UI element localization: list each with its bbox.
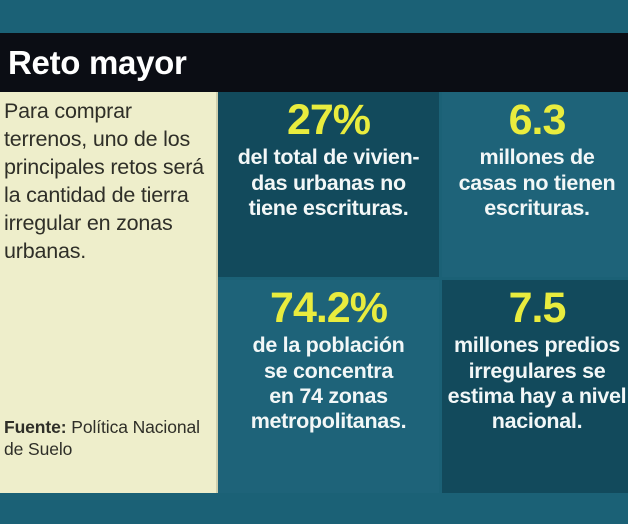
caption-line: en 74 zonas [269,383,388,408]
bottom-teal-strip [0,493,628,524]
page-title: Reto mayor [8,44,187,81]
caption-line: escrituras. [484,195,590,220]
caption-line: estima hay a nivel [447,383,627,408]
caption-line: millones de [479,145,595,170]
stat-caption-1: del total de vivien- das urbanas no tien… [238,145,420,221]
title-bar: Reto mayor [0,33,628,92]
stat-number-3: 74.2% [270,284,388,332]
stat-caption-3: de la población se concentra en 74 zonas… [251,333,407,434]
source-attribution: Fuente: Política Nacional de Suelo [4,416,206,484]
source-value: Política Nacional de Suelo [4,416,200,460]
intro-panel: Para comprar terrenos, uno de los princi… [0,92,218,493]
stat-number-2: 6.3 [508,96,567,144]
stat-cell-3: 74.2% de la población se concentra en 74… [218,280,439,493]
intro-paragraph: Para comprar terrenos, uno de los princi… [4,99,204,263]
caption-line: irregulares se [468,358,606,383]
caption-line: casas no tienen [458,170,616,195]
stat-cell-1: 27% del total de vivien- das urbanas no … [218,92,439,277]
caption-line: metropolitanas. [250,409,407,434]
stat-number-4: 7.5 [508,284,567,332]
stat-caption-2: millones de casas no tienen escrituras. [459,145,616,221]
caption-line: das urbanas no [251,170,406,195]
stat-cell-4: 7.5 millones predios irregulares se esti… [442,280,628,493]
caption-line: del total de vivien- [237,145,420,170]
stat-caption-4: millones predios irregulares se estima h… [448,333,627,434]
caption-line: se concentra [263,358,394,383]
top-teal-strip [0,0,628,33]
caption-line: nacional. [491,409,583,434]
stat-number-1: 27% [286,96,371,144]
stats-grid: 27% del total de vivien- das urbanas no … [218,92,628,493]
body-area: Para comprar terrenos, uno de los princi… [0,92,628,493]
caption-line: millones predios [453,333,621,358]
caption-line: de la población [252,333,405,358]
caption-line: tiene escrituras. [248,195,409,220]
stat-cell-2: 6.3 millones de casas no tienen escritur… [442,92,628,277]
source-label: Fuente: [4,416,67,437]
